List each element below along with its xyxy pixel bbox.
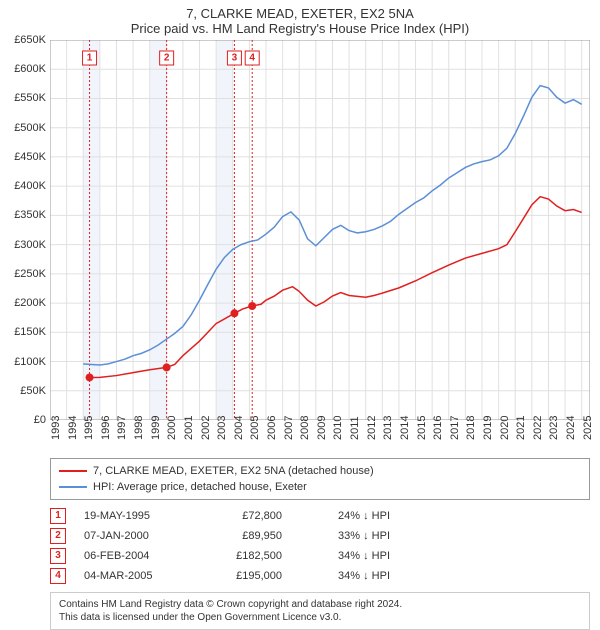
transaction-delta: 34% ↓ HPI xyxy=(300,546,390,566)
transaction-delta: 24% ↓ HPI xyxy=(300,506,390,526)
transaction-date: 04-MAR-2005 xyxy=(84,566,184,586)
x-axis-label: 2021 xyxy=(515,416,527,440)
svg-text:2: 2 xyxy=(164,53,170,64)
x-axis-label: 1994 xyxy=(67,416,79,440)
y-axis-label: £600K xyxy=(2,63,46,75)
x-axis-label: 2003 xyxy=(216,416,228,440)
y-axis-label: £0 xyxy=(2,414,46,426)
y-axis-label: £200K xyxy=(2,297,46,309)
x-axis-label: 2010 xyxy=(332,416,344,440)
x-axis-label: 1999 xyxy=(150,416,162,440)
legend-item-hpi: HPI: Average price, detached house, Exet… xyxy=(59,479,581,495)
chart-area: 1234 £0£50K£100K£150K£200K£250K£300K£350… xyxy=(50,40,590,420)
transaction-date: 19-MAY-1995 xyxy=(84,506,184,526)
legend-swatch-blue xyxy=(59,486,87,488)
chart-subtitle: Price paid vs. HM Land Registry's House … xyxy=(0,21,600,40)
x-axis-label: 2025 xyxy=(582,416,594,440)
x-axis-label: 2017 xyxy=(449,416,461,440)
y-axis-label: £500K xyxy=(2,122,46,134)
x-axis-label: 1995 xyxy=(83,416,95,440)
transaction-price: £195,000 xyxy=(202,566,282,586)
x-axis-label: 1997 xyxy=(116,416,128,440)
x-axis-label: 2013 xyxy=(382,416,394,440)
transaction-row: 2 07-JAN-2000 £89,950 33% ↓ HPI xyxy=(50,526,590,546)
x-axis-label: 2011 xyxy=(349,416,361,440)
svg-text:4: 4 xyxy=(249,53,255,64)
chart-legend: 7, CLARKE MEAD, EXETER, EX2 5NA (detache… xyxy=(50,458,590,500)
x-axis-label: 2009 xyxy=(316,416,328,440)
x-axis-label: 2024 xyxy=(565,416,577,440)
transaction-price: £72,800 xyxy=(202,506,282,526)
x-axis-label: 2023 xyxy=(548,416,560,440)
svg-text:1: 1 xyxy=(87,53,93,64)
transactions-table: 1 19-MAY-1995 £72,800 24% ↓ HPI 2 07-JAN-2000… xyxy=(50,506,590,586)
x-axis-label: 1998 xyxy=(133,416,145,440)
legend-label-hpi: HPI: Average price, detached house, Exet… xyxy=(93,479,307,495)
transaction-row: 3 06-FEB-2004 £182,500 34% ↓ HPI xyxy=(50,546,590,566)
transaction-row: 4 04-MAR-2005 £195,000 34% ↓ HPI xyxy=(50,566,590,586)
transaction-badge: 4 xyxy=(50,568,66,584)
y-axis-label: £100K xyxy=(2,356,46,368)
transaction-date: 07-JAN-2000 xyxy=(84,526,184,546)
legend-swatch-red xyxy=(59,470,87,472)
license-line-2: This data is licensed under the Open Gov… xyxy=(59,611,581,624)
x-axis-label: 2020 xyxy=(499,416,511,440)
transaction-date: 06-FEB-2004 xyxy=(84,546,184,566)
y-axis-label: £300K xyxy=(2,239,46,251)
chart-svg: 1 2 34 xyxy=(50,40,590,420)
legend-label-property: 7, CLARKE MEAD, EXETER, EX2 5NA (detache… xyxy=(93,463,374,479)
y-axis-label: £250K xyxy=(2,268,46,280)
house-price-chart: 7, CLARKE MEAD, EXETER, EX2 5NA Price pa… xyxy=(0,0,600,620)
chart-title: 7, CLARKE MEAD, EXETER, EX2 5NA xyxy=(0,0,600,21)
x-axis-label: 1996 xyxy=(100,416,112,440)
y-axis-label: £550K xyxy=(2,92,46,104)
x-axis-label: 2001 xyxy=(183,416,195,440)
x-axis-label: 2019 xyxy=(482,416,494,440)
x-axis-label: 2018 xyxy=(465,416,477,440)
svg-text:3: 3 xyxy=(232,53,238,64)
y-axis-label: £650K xyxy=(2,34,46,46)
transaction-badge: 3 xyxy=(50,548,66,564)
x-axis-label: 2012 xyxy=(366,416,378,440)
x-axis-label: 1993 xyxy=(50,416,62,440)
transaction-delta: 34% ↓ HPI xyxy=(300,566,390,586)
x-axis-label: 2014 xyxy=(399,416,411,440)
y-axis-label: £350K xyxy=(2,209,46,221)
x-axis-label: 2004 xyxy=(233,416,245,440)
license-line-1: Contains HM Land Registry data © Crown c… xyxy=(59,598,581,611)
x-axis-label: 2005 xyxy=(249,416,261,440)
x-axis-label: 2022 xyxy=(532,416,544,440)
transaction-badge: 2 xyxy=(50,528,66,544)
transaction-price: £89,950 xyxy=(202,526,282,546)
x-axis-label: 2002 xyxy=(200,416,212,440)
legend-item-property: 7, CLARKE MEAD, EXETER, EX2 5NA (detache… xyxy=(59,463,581,479)
y-axis-label: £450K xyxy=(2,151,46,163)
x-axis-label: 2007 xyxy=(283,416,295,440)
transaction-delta: 33% ↓ HPI xyxy=(300,526,390,546)
x-axis-label: 2016 xyxy=(432,416,444,440)
license-footer: Contains HM Land Registry data © Crown c… xyxy=(50,592,590,630)
y-axis-label: £150K xyxy=(2,326,46,338)
x-axis-label: 2000 xyxy=(166,416,178,440)
x-axis-label: 2006 xyxy=(266,416,278,440)
transaction-badge: 1 xyxy=(50,508,66,524)
y-axis-label: £400K xyxy=(2,180,46,192)
x-axis-label: 2015 xyxy=(416,416,428,440)
transaction-price: £182,500 xyxy=(202,546,282,566)
x-axis-label: 2008 xyxy=(299,416,311,440)
transaction-row: 1 19-MAY-1995 £72,800 24% ↓ HPI xyxy=(50,506,590,526)
y-axis-label: £50K xyxy=(2,385,46,397)
